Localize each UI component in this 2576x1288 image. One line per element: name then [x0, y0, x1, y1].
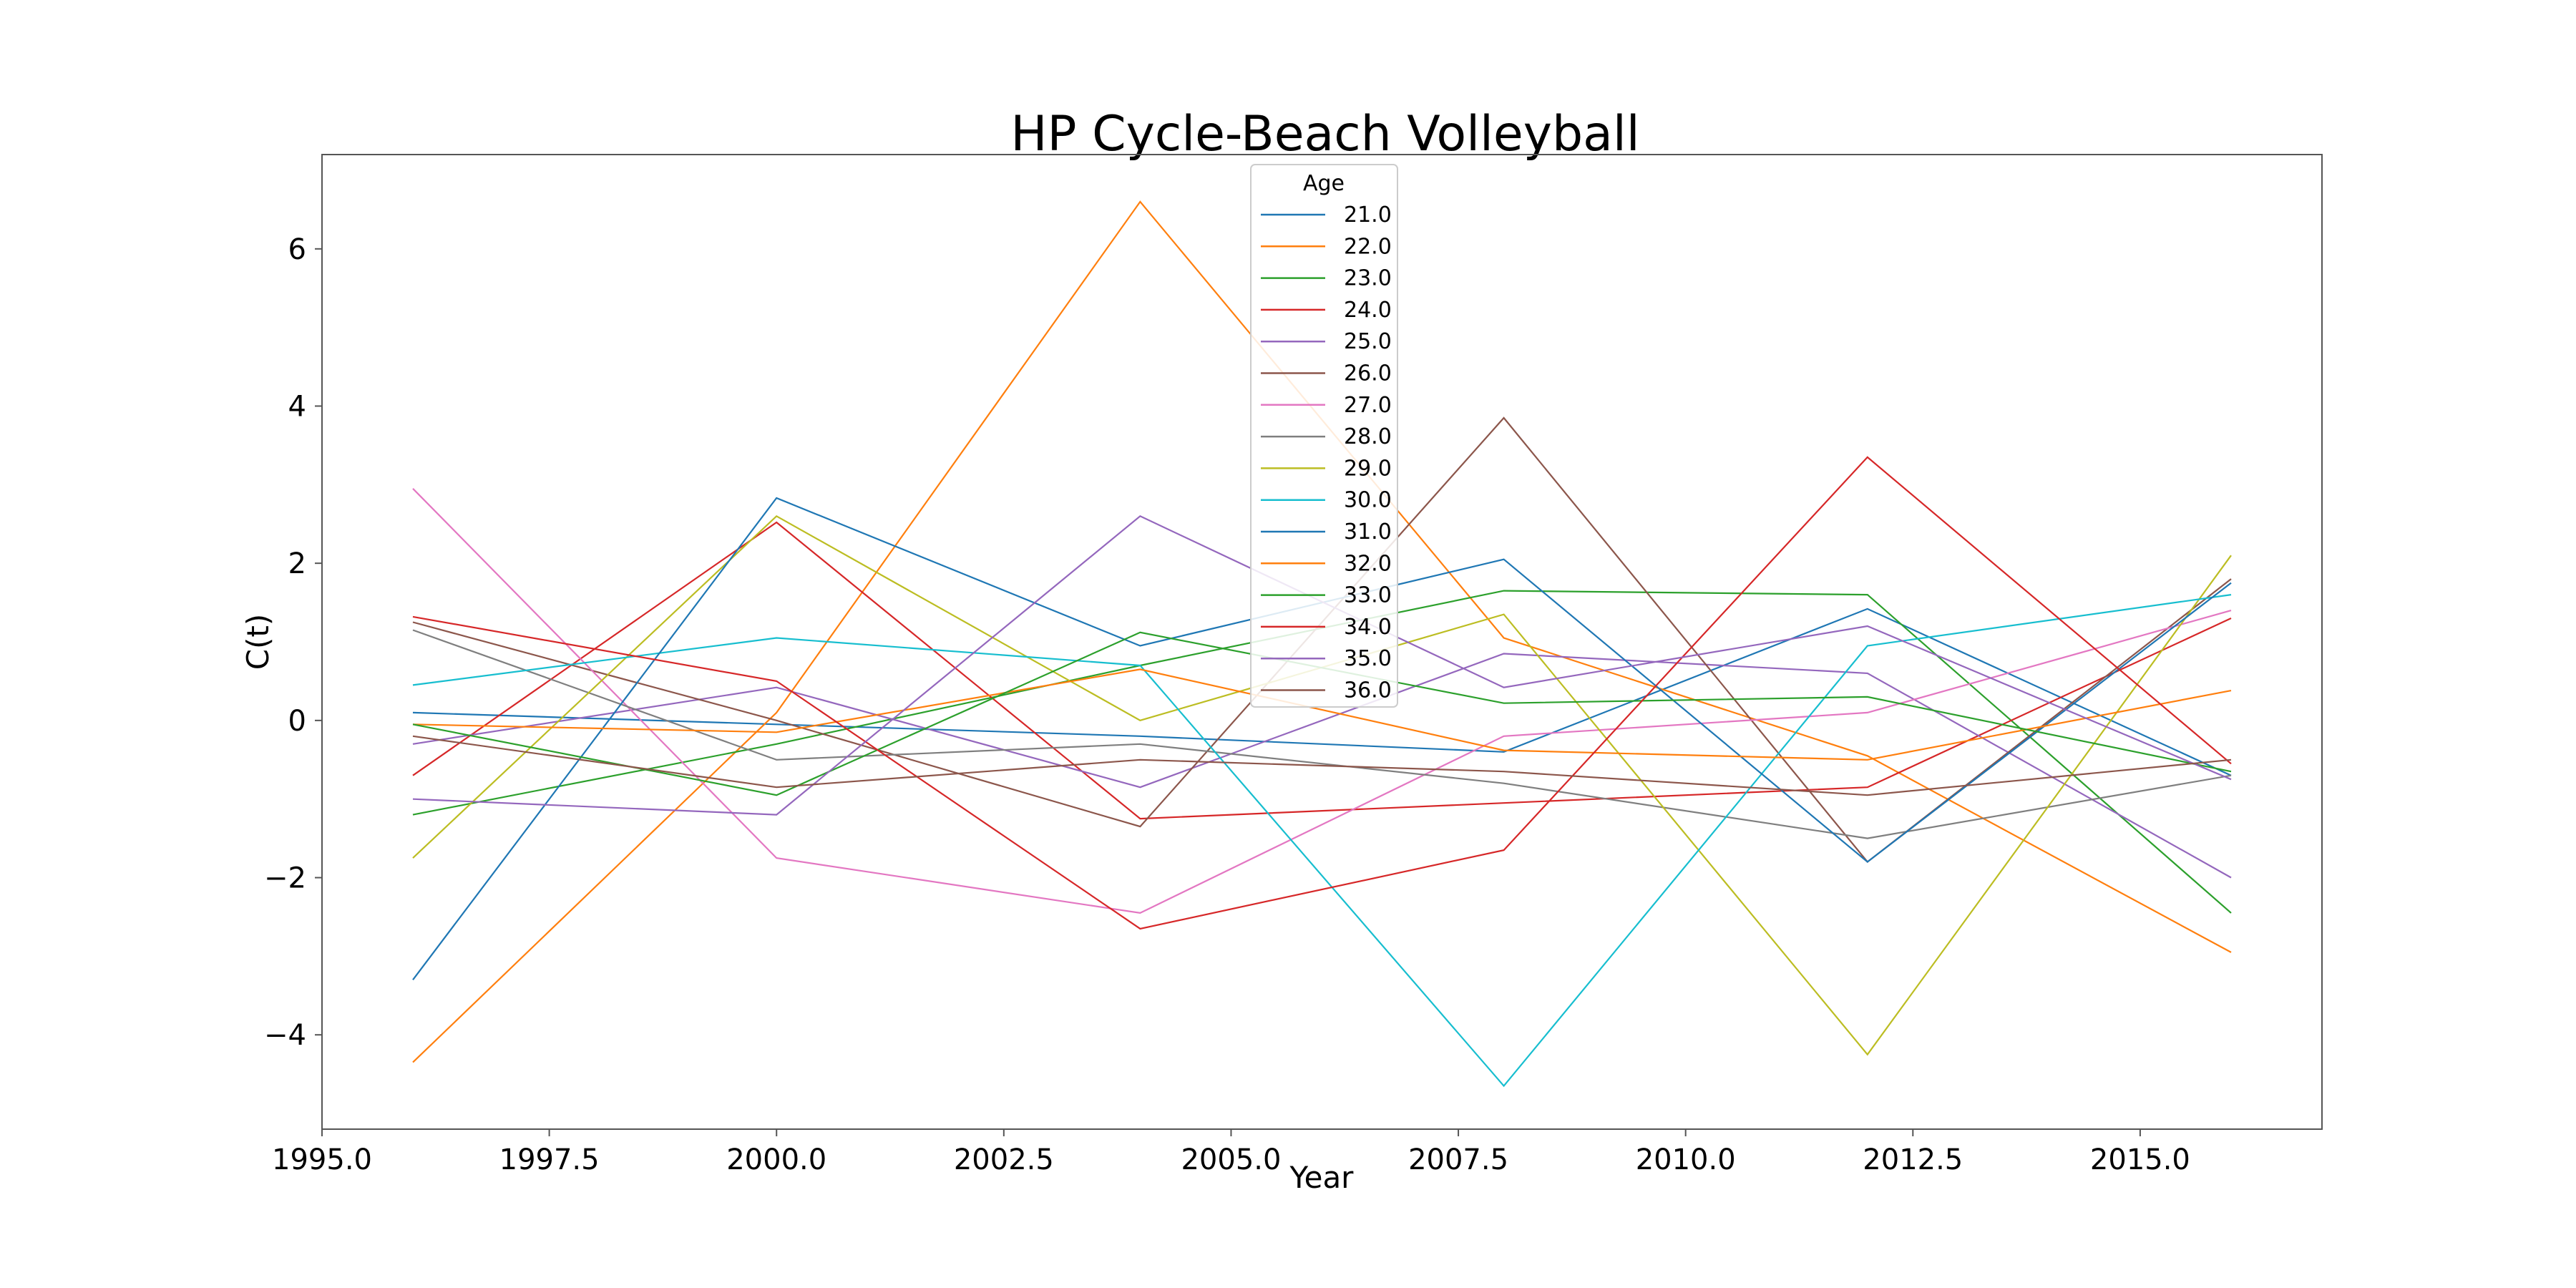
y-axis-label: C(t)	[240, 614, 275, 670]
series-line-age-27-0	[412, 488, 2232, 914]
legend-entry-label: 32.0	[1344, 551, 1392, 576]
x-tick-label: 1997.5	[499, 1143, 600, 1176]
series-line-age-30-0	[412, 594, 2232, 1088]
legend-entry-label: 24.0	[1344, 298, 1392, 323]
series-line-age-28-0	[412, 629, 2232, 839]
series-line-age-32-0	[412, 668, 2232, 761]
x-tick-label: 2012.5	[1863, 1143, 1963, 1176]
legend-entry-label: 33.0	[1344, 583, 1392, 608]
series-line-age-36-0	[412, 735, 2232, 796]
axis-ticks: 1995.0 1997.5 2000.0 2002.5 2005.0 2007.5 2010…	[264, 233, 2190, 1176]
legend-entry-label: 22.0	[1344, 234, 1392, 259]
legend-entry-label: 34.0	[1344, 615, 1392, 640]
x-tick-label: 2005.0	[1181, 1143, 1281, 1176]
legend-entry-label: 26.0	[1344, 361, 1392, 386]
x-axis-label: Year	[1289, 1160, 1355, 1195]
x-tick-label: 1995.0	[272, 1143, 372, 1176]
legend-entry-label: 25.0	[1344, 329, 1392, 354]
series-line-age-34-0	[412, 456, 2232, 930]
legend-title: Age	[1303, 171, 1345, 196]
legend-entry-label: 28.0	[1344, 424, 1392, 449]
legend-entry-label: 21.0	[1344, 203, 1392, 228]
legend-entry-label: 23.0	[1344, 266, 1392, 291]
x-tick-label: 2010.0	[1636, 1143, 1736, 1176]
legend: Age 21.0 22.0 23.0 24.0 25.0 26.0 27.0 28.0 29.0…	[1250, 164, 1398, 708]
y-tick-label: −2	[264, 862, 306, 895]
series-line-age-25-0	[412, 653, 2232, 879]
plot-area-frame	[321, 154, 2323, 1130]
x-tick-label: 2007.5	[1408, 1143, 1508, 1176]
y-tick-label: 2	[288, 547, 306, 580]
chart-title: HP Cycle-Beach Volleyball	[1010, 106, 1639, 162]
y-tick-label: −4	[264, 1019, 306, 1052]
legend-entry-label: 36.0	[1344, 678, 1392, 703]
y-tick-label: 4	[288, 390, 306, 423]
y-tick-label: 0	[288, 705, 306, 738]
legend-entry-label: 30.0	[1344, 488, 1392, 513]
x-tick-label: 2002.5	[954, 1143, 1054, 1176]
legend-entry-label: 27.0	[1344, 393, 1392, 418]
x-tick-label: 2015.0	[2090, 1143, 2190, 1176]
legend-entry-label: 35.0	[1344, 646, 1392, 671]
legend-entry-label: 31.0	[1344, 519, 1392, 545]
y-tick-label: 6	[288, 233, 306, 266]
x-tick-label: 2000.0	[726, 1143, 826, 1176]
series-line-age-24-0	[412, 521, 2232, 820]
legend-entry-label: 29.0	[1344, 456, 1392, 481]
